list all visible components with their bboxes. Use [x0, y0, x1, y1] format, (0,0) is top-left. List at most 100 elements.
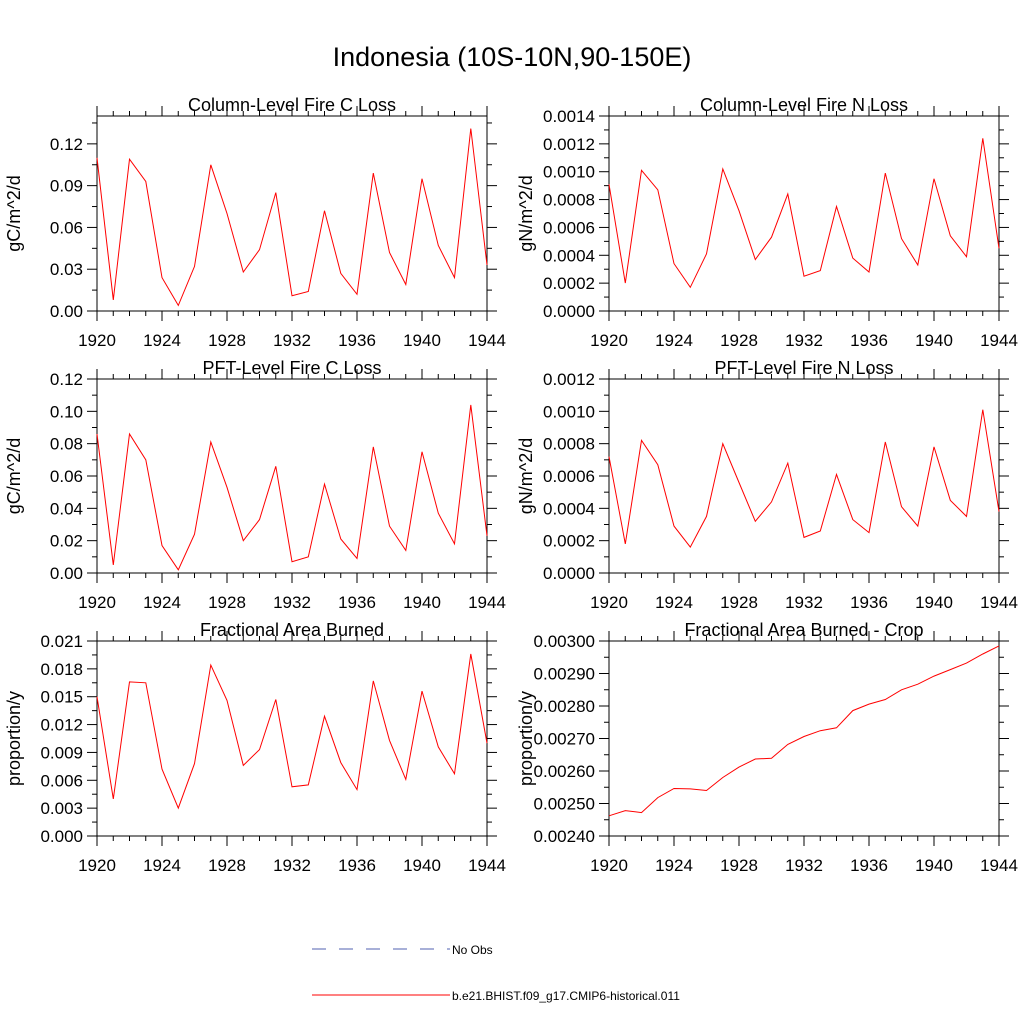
x-tick-label: 1928	[208, 856, 246, 875]
y-tick-label: 0.0000	[543, 302, 595, 321]
figure-title: Indonesia (10S-10N,90-150E)	[333, 42, 692, 72]
x-tick-label: 1940	[403, 331, 441, 350]
legend-model-label: b.e21.BHIST.f09_g17.CMIP6-historical.011	[452, 989, 680, 1003]
x-tick-label: 1932	[273, 593, 311, 612]
y-axis-label: gC/m^2/d	[4, 438, 24, 514]
y-tick-label: 0.04	[50, 499, 83, 518]
y-tick-label: 0.00	[50, 564, 83, 583]
panel-5: Fractional Area Burned 1920 1924 1928 1932 19…	[4, 620, 506, 875]
y-tick-label: 0.09	[50, 177, 83, 196]
panel-2: Column-Level Fire N Loss 1920 1924 1928 1932…	[516, 95, 1018, 350]
x-tick-label: 1932	[785, 593, 823, 612]
x-tick-label: 1920	[78, 593, 116, 612]
x-tick-label: 1928	[208, 331, 246, 350]
y-axis-label: gN/m^2/d	[516, 175, 536, 251]
x-tick-label: 1928	[720, 331, 758, 350]
y-tick-label: 0.018	[40, 660, 83, 679]
y-tick-label: 0.009	[40, 743, 83, 762]
y-tick-label: 0.06	[50, 218, 83, 237]
panel-1: Column-Level Fire C Loss 1920 1924 1928 1932…	[4, 95, 506, 350]
panel-6: Fractional Area Burned - Crop 1920 1924 192…	[516, 620, 1018, 875]
y-tick-label: 0.08	[50, 435, 83, 454]
y-tick-label: 0.06	[50, 467, 83, 486]
legend: No Obs b.e21.BHIST.f09_g17.CMIP6-histori…	[312, 943, 680, 1003]
x-tick-label: 1944	[468, 856, 506, 875]
y-tick-label: 0.0002	[543, 532, 595, 551]
x-tick-label: 1924	[143, 331, 181, 350]
series-line	[608, 645, 1000, 817]
plot-frame	[96, 640, 488, 837]
x-tick-label: 1932	[273, 331, 311, 350]
x-tick-label: 1944	[980, 856, 1018, 875]
x-tick-label: 1924	[655, 593, 693, 612]
y-tick-label: 0.10	[50, 402, 83, 421]
x-tick-label: 1932	[785, 331, 823, 350]
y-tick-label: 0.0008	[543, 191, 595, 210]
series-line	[96, 404, 488, 571]
x-tick-label: 1940	[915, 593, 953, 612]
y-tick-label: 0.0002	[543, 274, 595, 293]
panel-title: Fractional Area Burned	[200, 620, 384, 640]
x-tick-label: 1944	[980, 331, 1018, 350]
x-tick-label: 1928	[720, 856, 758, 875]
x-tick-label: 1924	[143, 593, 181, 612]
x-tick-label: 1936	[338, 856, 376, 875]
y-tick-label: 0.0010	[543, 402, 595, 421]
y-tick-label: 0.00280	[534, 697, 595, 716]
y-tick-label: 0.000	[40, 827, 83, 846]
x-tick-label: 1936	[850, 331, 888, 350]
y-tick-label: 0.003	[40, 799, 83, 818]
x-tick-label: 1936	[850, 856, 888, 875]
legend-obs-label: No Obs	[452, 943, 493, 957]
panel-title: PFT-Level Fire C Loss	[202, 358, 381, 378]
y-tick-label: 0.0004	[543, 499, 595, 518]
plot-frame	[96, 115, 488, 312]
y-tick-label: 0.12	[50, 370, 83, 389]
x-tick-label: 1940	[915, 856, 953, 875]
y-tick-label: 0.006	[40, 771, 83, 790]
y-tick-label: 0.00260	[534, 762, 595, 781]
y-axis-label: proportion/y	[516, 691, 536, 786]
x-tick-label: 1940	[915, 331, 953, 350]
y-tick-label: 0.015	[40, 688, 83, 707]
panel-3: PFT-Level Fire C Loss 1920 1924 1928 1932 193…	[4, 358, 506, 612]
x-tick-label: 1928	[208, 593, 246, 612]
y-tick-label: 0.00250	[534, 795, 595, 814]
x-tick-label: 1920	[590, 856, 628, 875]
y-tick-label: 0.0008	[543, 435, 595, 454]
y-tick-label: 0.021	[40, 632, 83, 651]
x-tick-label: 1920	[78, 856, 116, 875]
series-line	[96, 128, 488, 307]
panel-4: PFT-Level Fire N Loss 1920 1924 1928 1932 193…	[516, 358, 1018, 612]
y-tick-label: 0.00290	[534, 665, 595, 684]
x-tick-label: 1920	[590, 331, 628, 350]
x-tick-label: 1936	[850, 593, 888, 612]
panel-title: Column-Level Fire N Loss	[700, 95, 908, 115]
x-tick-label: 1940	[403, 856, 441, 875]
y-tick-label: 0.00270	[534, 730, 595, 749]
panel-title: PFT-Level Fire N Loss	[714, 358, 893, 378]
x-tick-label: 1924	[655, 856, 693, 875]
plot-frame	[608, 640, 1000, 837]
y-tick-label: 0.12	[50, 135, 83, 154]
y-tick-label: 0.03	[50, 260, 83, 279]
x-tick-label: 1924	[143, 856, 181, 875]
plot-frame	[608, 115, 1000, 312]
y-tick-label: 0.0014	[543, 107, 595, 126]
y-tick-label: 0.0012	[543, 135, 595, 154]
y-tick-label: 0.00240	[534, 827, 595, 846]
series-line	[96, 653, 488, 810]
plot-frame	[608, 378, 1000, 574]
y-axis-label: gN/m^2/d	[516, 438, 536, 514]
panel-title: Fractional Area Burned - Crop	[684, 620, 923, 640]
x-tick-label: 1944	[468, 593, 506, 612]
x-tick-label: 1936	[338, 593, 376, 612]
x-tick-label: 1920	[78, 331, 116, 350]
y-axis-label: gC/m^2/d	[4, 175, 24, 251]
x-tick-label: 1932	[785, 856, 823, 875]
y-tick-label: 0.0000	[543, 564, 595, 583]
y-tick-label: 0.00300	[534, 632, 595, 651]
y-tick-label: 0.0010	[543, 163, 595, 182]
panel-title: Column-Level Fire C Loss	[188, 95, 396, 115]
